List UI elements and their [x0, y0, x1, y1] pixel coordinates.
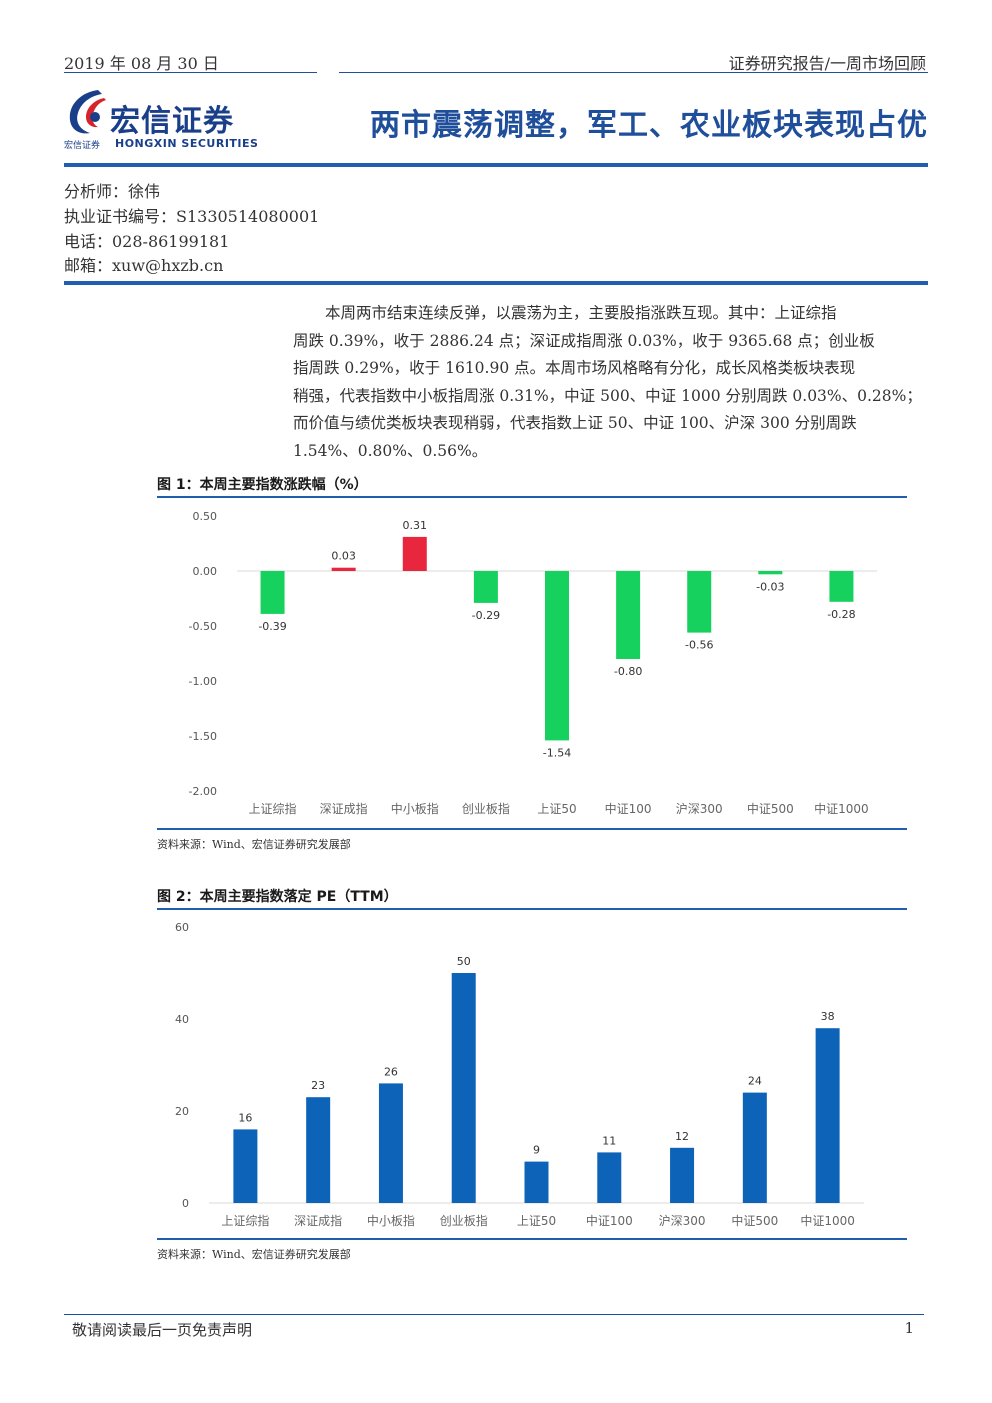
headline-rule: [64, 163, 928, 167]
y-tick-label: 0.00: [193, 565, 218, 578]
x-tick-label: 上证综指: [249, 801, 297, 816]
summary-line: 稍强，代表指数中小板指周涨 0.31%，中证 500、中证 1000 分别周跌 …: [293, 386, 922, 405]
summary-line: 周跌 0.39%，收于 2886.24 点；深证成指周涨 0.03%，收于 93…: [293, 331, 875, 350]
analyst-name: 分析师：徐伟: [64, 182, 161, 201]
data-label: 11: [602, 1134, 616, 1147]
x-tick-label: 中证100: [586, 1213, 633, 1228]
header-rule-left: [64, 72, 317, 73]
figure2-bar-chart: 60 40 20 0 16 上证综指 23 深证成指 26 中小板指 50 创业板指 9 上证50 11 中证…: [175, 921, 864, 1228]
bar-创业板指: [473, 571, 498, 603]
header-rule-right: [339, 72, 928, 73]
x-tick-label: 深证成指: [320, 801, 368, 816]
logo-company-name: 宏信证券: [110, 104, 234, 139]
x-tick-label: 中证500: [747, 801, 794, 816]
summary-line: 而价值与绩优类板块表现稍弱，代表指数上证 50、中证 100、沪深 300 分别…: [293, 414, 857, 432]
y-tick-label: -1.00: [189, 675, 217, 688]
bar-中证500: [758, 571, 783, 575]
figure2-bottom-rule: [157, 1238, 907, 1240]
data-label: -0.03: [756, 580, 784, 593]
bar-创业板指: [451, 973, 476, 1203]
data-label: 0.31: [403, 519, 428, 532]
data-label: -0.39: [258, 620, 286, 633]
data-label: -0.29: [472, 609, 500, 622]
figure1-title: 图 1：本周主要指数涨跌幅（%）: [157, 477, 368, 493]
figure2-source: 资料来源：Wind、宏信证券研究发展部: [157, 1248, 351, 1261]
bar-沪深300: [687, 571, 712, 633]
x-tick-label: 沪深300: [659, 1214, 706, 1228]
analyst-license: 执业证书编号：S1330514080001: [64, 207, 320, 226]
report-date: 2019 年 08 月 30 日: [64, 54, 219, 73]
x-tick-label: 中小板指: [367, 1213, 415, 1228]
x-tick-label: 上证50: [517, 1214, 556, 1228]
logo-small-text: 宏信证券: [64, 141, 101, 151]
summary-paragraph: 本周两市结束连续反弹，以震荡为主，主要股指涨跌互现。其中：上证综指 周跌 0.3…: [293, 300, 922, 465]
y-tick-label: -1.50: [189, 730, 217, 743]
bar-沪深300: [670, 1147, 695, 1203]
data-label: 38: [821, 1010, 835, 1023]
bar-上证50: [545, 571, 569, 741]
summary-line: 本周两市结束连续反弹，以震荡为主，主要股指涨跌互现。其中：上证综指: [325, 304, 837, 322]
data-label: 16: [238, 1111, 252, 1124]
report-headline: 两市震荡调整，军工、农业板块表现占优: [370, 108, 928, 143]
data-label: 24: [748, 1075, 762, 1088]
figure2-title: 图 2：本周主要指数落定 PE（TTM）: [157, 889, 398, 905]
data-label: 26: [384, 1065, 398, 1078]
bar-中证1000: [829, 571, 854, 602]
bar-中证1000: [815, 1028, 840, 1203]
y-tick-label: 40: [175, 1013, 189, 1026]
x-tick-label: 中证1000: [800, 1213, 855, 1228]
data-label: 23: [311, 1079, 325, 1092]
summary-line: 1.54%、0.80%、0.56%。: [293, 441, 488, 460]
report-category: 证券研究报告/一周市场回顾: [728, 54, 926, 73]
footer-rule: [64, 1314, 924, 1315]
data-label: -1.54: [543, 746, 571, 759]
bar-中证100: [616, 571, 641, 659]
data-label: 0.03: [331, 550, 356, 563]
x-tick-label: 上证综指: [221, 1213, 269, 1228]
y-tick-label: -0.50: [189, 620, 217, 633]
analyst-phone: 电话：028-86199181: [64, 232, 230, 251]
x-tick-label: 上证50: [537, 802, 576, 816]
data-label: 12: [675, 1130, 689, 1143]
x-tick-label: 中小板指: [391, 801, 439, 816]
bar-上证综指: [260, 571, 285, 614]
y-tick-label: 0.50: [193, 510, 218, 523]
logo-english-name: HONGXIN SECURITIES: [115, 137, 259, 150]
figure1-bar-chart: 0.50 0.00 -0.50 -1.00 -1.50 -2.00 -0.39 上证综指 0.0…: [189, 510, 877, 816]
page-number: 1: [904, 1319, 914, 1337]
figure1-bottom-rule: [157, 828, 907, 830]
data-label: -0.80: [614, 665, 642, 678]
bar-中小板指: [402, 536, 427, 571]
data-label: 50: [457, 955, 471, 968]
bar-深证成指: [306, 1097, 331, 1203]
data-label: -0.28: [827, 608, 855, 621]
bar-中小板指: [378, 1083, 403, 1203]
footer-disclaimer: 敬请阅读最后一页免责声明: [72, 1321, 253, 1339]
x-tick-label: 中证500: [731, 1213, 778, 1228]
summary-line: 指周跌 0.29%，收于 1610.90 点。本周市场风格略有分化，成长风格类板…: [293, 359, 856, 377]
y-tick-label: 20: [175, 1105, 189, 1118]
data-label: -0.56: [685, 639, 713, 652]
x-tick-label: 中证100: [605, 801, 652, 816]
figure1-top-rule: [157, 496, 907, 498]
x-tick-label: 创业板指: [440, 1213, 488, 1228]
y-tick-label: 60: [175, 921, 189, 934]
analyst-rule: [64, 281, 928, 285]
x-tick-label: 创业板指: [462, 801, 510, 816]
bar-上证50: [524, 1161, 549, 1203]
bar-上证综指: [233, 1129, 258, 1203]
analyst-email: 邮箱：xuw@hxzb.cn: [64, 256, 224, 275]
x-tick-label: 深证成指: [294, 1213, 342, 1228]
x-tick-label: 中证1000: [814, 801, 869, 816]
bar-深证成指: [331, 567, 356, 571]
figure1-source: 资料来源：Wind、宏信证券研究发展部: [157, 838, 351, 851]
y-tick-label: 0: [182, 1197, 189, 1210]
figure2-top-rule: [157, 908, 907, 910]
bar-中证500: [742, 1092, 767, 1203]
x-tick-label: 沪深300: [676, 802, 723, 816]
company-logo-icon: [69, 90, 106, 134]
y-tick-label: -2.00: [189, 785, 217, 798]
bar-中证100: [597, 1152, 622, 1203]
data-label: 9: [533, 1144, 540, 1157]
